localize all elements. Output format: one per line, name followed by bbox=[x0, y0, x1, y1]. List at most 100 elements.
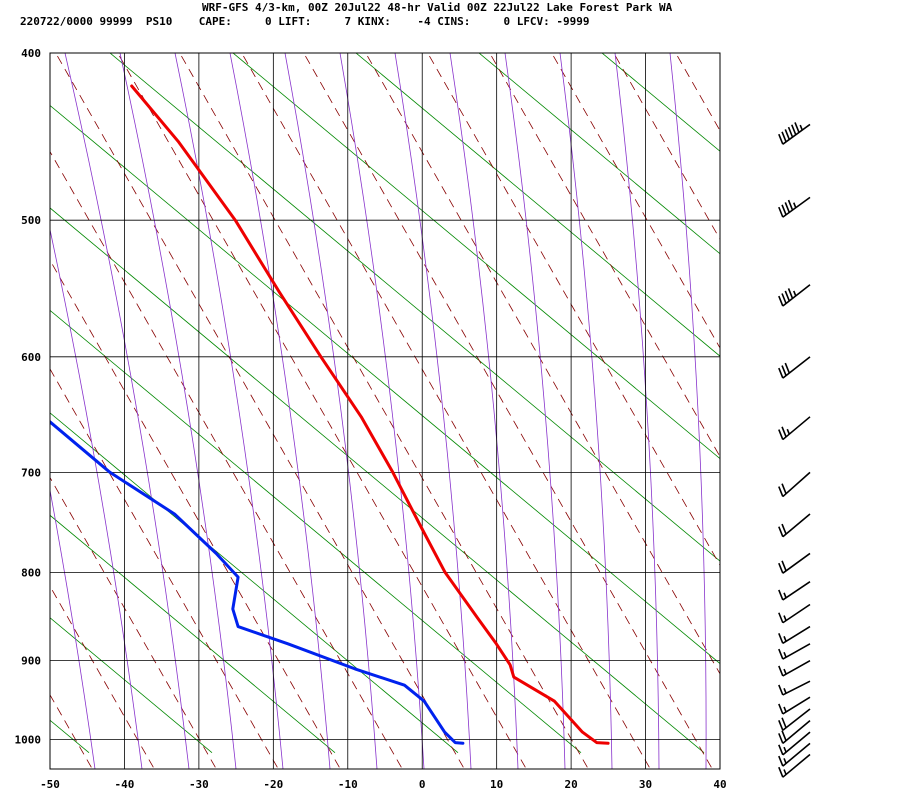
wind-barb-staff bbox=[782, 731, 811, 756]
wind-barb-flag bbox=[781, 131, 787, 143]
wind-barb-flag bbox=[778, 733, 784, 744]
moist-adiabat-line bbox=[339, 53, 425, 769]
dry-adiabat-line bbox=[55, 53, 465, 769]
wind-barb bbox=[778, 720, 811, 745]
wind-barb bbox=[778, 708, 811, 731]
wind-barb-flag bbox=[781, 365, 787, 376]
wind-barb-flag bbox=[781, 483, 787, 495]
wind-barb-flag bbox=[784, 129, 791, 140]
temperature-tick-label: 0 bbox=[419, 778, 426, 791]
wind-barb bbox=[778, 603, 811, 624]
wind-barb-flag bbox=[778, 766, 784, 778]
moist-adiabat-line bbox=[559, 53, 613, 769]
temperature-tick-label: -40 bbox=[115, 778, 135, 791]
wind-barb-half-flag bbox=[783, 758, 787, 764]
wind-barb bbox=[778, 731, 811, 756]
plot-frame bbox=[49, 52, 721, 770]
wind-barb bbox=[778, 471, 811, 498]
moist-adiabat-line bbox=[119, 53, 237, 769]
dry-adiabat-line bbox=[489, 53, 720, 458]
moist-adiabat-line bbox=[669, 53, 707, 769]
wind-barb bbox=[778, 284, 811, 307]
pressure-tick-label: 900 bbox=[21, 655, 41, 668]
mixing-ratio-line bbox=[50, 207, 705, 754]
moist-adiabat-line bbox=[50, 488, 96, 769]
moist-adiabat-line bbox=[835, 53, 852, 769]
dry-adiabat-line bbox=[241, 53, 651, 769]
wind-barb-flag bbox=[781, 523, 787, 535]
dry-adiabat-line bbox=[675, 53, 720, 132]
moist-adiabat-line bbox=[64, 53, 190, 769]
moist-adiabat-line bbox=[504, 53, 566, 769]
wind-barb-half-flag bbox=[783, 636, 787, 642]
dry-adiabat-line bbox=[365, 53, 720, 675]
wind-barb-staff bbox=[782, 643, 811, 660]
wind-barb-flag bbox=[781, 560, 787, 572]
wind-barb-flag bbox=[778, 612, 784, 624]
wind-barb-flag bbox=[778, 486, 784, 497]
wind-barb-flag bbox=[787, 199, 794, 211]
wind-barb-staff bbox=[782, 471, 811, 498]
wind-barb-staff bbox=[782, 581, 811, 601]
dry-adiabat-line bbox=[179, 53, 589, 769]
dry-adiabat-line bbox=[50, 585, 155, 769]
temperature-tick-label: 20 bbox=[564, 778, 577, 791]
wind-barb-staff bbox=[782, 696, 811, 715]
wind-barb-flag bbox=[778, 367, 784, 379]
wind-barb-staff bbox=[782, 659, 811, 677]
temperature-tick-label: -30 bbox=[189, 778, 209, 791]
dry-adiabat-line bbox=[117, 53, 527, 769]
dry-adiabat-line bbox=[50, 476, 217, 769]
wind-barb bbox=[778, 416, 811, 441]
wind-barb-staff bbox=[782, 356, 811, 379]
wind-barb-half-flag bbox=[783, 615, 787, 621]
wind-barb bbox=[778, 680, 811, 696]
background-isopleths bbox=[50, 43, 900, 779]
wind-barb bbox=[778, 552, 811, 574]
wind-barb bbox=[778, 122, 811, 145]
dry-adiabat-line bbox=[50, 368, 279, 769]
moist-adiabat-line bbox=[449, 53, 519, 769]
pressure-axis: 400 500 600 700 800 900 1000 bbox=[15, 47, 42, 747]
wind-barb bbox=[778, 696, 811, 715]
wind-barb-staff bbox=[782, 708, 811, 731]
dry-adiabat-line bbox=[794, 43, 900, 779]
mixing-ratio-line bbox=[355, 53, 720, 357]
temperature-tick-label: -50 bbox=[40, 778, 60, 791]
dry-adiabat-line bbox=[732, 43, 900, 779]
wind-barb bbox=[778, 742, 811, 767]
wind-barb-flag bbox=[778, 684, 784, 696]
mixing-ratio-line bbox=[109, 53, 720, 562]
temperature-profile-line bbox=[130, 84, 610, 745]
wind-barb-flag bbox=[784, 202, 791, 213]
mixing-ratio-line bbox=[50, 514, 336, 754]
dewpoint-profile-line bbox=[50, 419, 465, 745]
temperature-tick-label: -20 bbox=[263, 778, 283, 791]
wind-barb-flag bbox=[778, 526, 784, 538]
wind-barb bbox=[778, 196, 811, 218]
pressure-tick-label: 800 bbox=[21, 566, 41, 579]
wind-barb-half-flag bbox=[786, 428, 791, 435]
chart-title: WRF-GFS 4/3-km, 00Z 20Jul22 48-hr Valid … bbox=[202, 1, 673, 14]
wind-barb-half-flag bbox=[783, 651, 787, 658]
wind-barb-staff bbox=[782, 742, 811, 767]
wind-barb-flag bbox=[781, 717, 787, 729]
moist-adiabat-line bbox=[394, 53, 472, 769]
wind-barb-half-flag bbox=[783, 668, 787, 675]
wind-barb-flag bbox=[781, 730, 787, 741]
mixing-ratio-line bbox=[232, 53, 720, 460]
wind-barb-flag bbox=[778, 648, 784, 660]
mixing-ratio-line bbox=[50, 617, 213, 754]
wind-barb bbox=[778, 356, 811, 379]
wind-barb-flag bbox=[778, 429, 784, 440]
wind-barb-half-flag bbox=[783, 746, 787, 753]
wind-barb-half-flag bbox=[799, 124, 803, 131]
wind-barb-flag bbox=[787, 288, 794, 299]
wind-barb-flag bbox=[781, 293, 787, 304]
wind-barb-flag bbox=[778, 719, 784, 731]
mixing-ratio-line bbox=[601, 53, 720, 152]
grid-lines bbox=[50, 53, 720, 769]
wind-barb-flag bbox=[778, 755, 784, 767]
wind-barb-flag bbox=[778, 295, 784, 307]
